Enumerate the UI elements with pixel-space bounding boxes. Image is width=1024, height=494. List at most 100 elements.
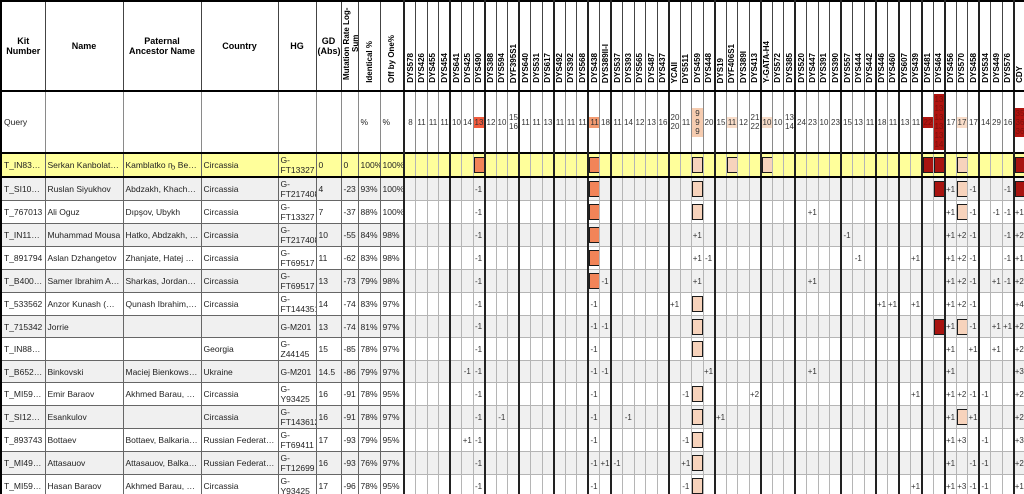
- marker-header-DYS557[interactable]: DYS557: [840, 0, 853, 92]
- marker-header-DYS481[interactable]: DYS481: [920, 0, 934, 92]
- kit-row-T_SI12203[interactable]: T_SI12203 Esankulov Circassia G-FT143612 16-…: [0, 405, 1024, 429]
- marker-header-DYS490[interactable]: DYS490: [472, 0, 485, 92]
- marker-header-DYS464[interactable]: DYS464: [932, 0, 945, 92]
- marker-cell-DYS568: [576, 382, 589, 406]
- identical-pct-cell: 88%: [357, 200, 381, 224]
- kit-row-T_B40027[interactable]: T_B40027 Samer Ibrahim AL S... Sharkas, Jo…: [0, 269, 1024, 293]
- marker-header-DYS565[interactable]: DYS565: [633, 0, 646, 92]
- marker-header-DYS388[interactable]: DYS388: [483, 0, 497, 92]
- marker-header-DYS385[interactable]: DYS385: [783, 0, 796, 92]
- marker-cell-DYS446: [874, 246, 888, 270]
- column-header-off[interactable]: Off by One%: [379, 0, 405, 92]
- marker-header-DYS449[interactable]: DYS449: [990, 0, 1003, 92]
- rare-value-box: [692, 204, 703, 220]
- kit-row-T_893743[interactable]: T_893743 Bottaev Bottaev, Balkaria (B... Ru…: [0, 428, 1024, 452]
- marker-cell-DYS391: [817, 382, 830, 406]
- column-header-mut[interactable]: Mutation Rate Log-Sum: [340, 0, 359, 92]
- marker-header-DYS413[interactable]: DYS413: [748, 0, 761, 92]
- marker-header-Y-GATA-H4[interactable]: Y-GATA-H4: [759, 0, 773, 92]
- query-value-highlighted: 11: [589, 116, 599, 128]
- kit-row-T_MI49735[interactable]: T_MI49735 Attasauov Attasauov, Balkaria ..…: [0, 451, 1024, 475]
- marker-header-DYS640[interactable]: DYS640: [518, 0, 531, 92]
- marker-header-DYF406S1[interactable]: DYF406S1: [725, 0, 738, 92]
- marker-cell-DYS487: [645, 176, 658, 201]
- marker-header-DYS448[interactable]: DYS448: [702, 0, 715, 92]
- marker-header-DYS594[interactable]: DYS594: [495, 0, 508, 92]
- column-header-anc[interactable]: Paternal Ancestor Name: [122, 0, 202, 92]
- marker-header-DYS568[interactable]: DYS568: [576, 0, 589, 92]
- column-header-kit[interactable]: Kit Number: [0, 0, 46, 92]
- marker-header-DYS617[interactable]: DYS617: [541, 0, 554, 92]
- marker-header-DYS389II-I[interactable]: DYS389II-I: [599, 0, 612, 92]
- marker-header-DYS444[interactable]: DYS444: [852, 0, 865, 92]
- marker-header-DYS426[interactable]: DYS426: [415, 0, 428, 92]
- marker-cell-DYS19: [713, 292, 727, 316]
- marker-header-DYS393[interactable]: DYS393: [622, 0, 635, 92]
- marker-header-DYS570[interactable]: DYS570: [955, 0, 968, 92]
- kit-row-T_MI59475[interactable]: T_MI59475 Emir Baraov Akhmed Barau, 183...…: [0, 382, 1024, 406]
- kit-row-T_SI10688[interactable]: T_SI10688 Ruslan Siyukhov Abdzakh, Khachem…: [0, 176, 1024, 201]
- marker-header-DYS446[interactable]: DYS446: [874, 0, 888, 92]
- marker-header-DYS576[interactable]: DYS576: [1001, 0, 1014, 92]
- column-header-country[interactable]: Country: [200, 0, 279, 92]
- marker-header-DYS392[interactable]: DYS392: [564, 0, 577, 92]
- marker-header-DYS454[interactable]: DYS454: [438, 0, 451, 92]
- marker-header-DYS460[interactable]: DYS460: [886, 0, 899, 92]
- marker-header-DYS487[interactable]: DYS487: [645, 0, 658, 92]
- kit-row-T_767013[interactable]: T_767013 Ali Oguz Dıpşov, Ubykh Circassia G-…: [0, 200, 1024, 224]
- marker-header-CDY[interactable]: CDY: [1012, 0, 1024, 92]
- marker-cell-DYF406S1: [725, 451, 738, 475]
- marker-header-DYS459[interactable]: DYS459: [691, 0, 704, 92]
- off-by-one-pct-cell: 98%: [379, 269, 405, 293]
- marker-header-DYS520[interactable]: DYS520: [794, 0, 807, 92]
- column-header-name[interactable]: Name: [44, 0, 124, 92]
- marker-header-DYS19[interactable]: DYS19: [713, 0, 727, 92]
- kit-row-T_533562[interactable]: T_533562 Anzor Kunash (Qun... Qunash Ibrah…: [0, 292, 1024, 316]
- marker-header-DYS458[interactable]: DYS458: [967, 0, 980, 92]
- marker-header-DYS572[interactable]: DYS572: [771, 0, 784, 92]
- marker-header-DYS391[interactable]: DYS391: [817, 0, 830, 92]
- kit-row-T_IN88163[interactable]: T_IN88163 Georgia G-Z44145 15 -85 78% 97% -1 -1 +…: [0, 337, 1024, 361]
- marker-header-DYS442[interactable]: DYS442: [863, 0, 876, 92]
- marker-header-YCAII[interactable]: YCAII: [667, 0, 681, 92]
- marker-header-DYS447[interactable]: DYS447: [806, 0, 819, 92]
- marker-cell-DYF406S1: [725, 474, 738, 494]
- marker-header-DYS511[interactable]: DYS511: [679, 0, 692, 92]
- kit-row-T_IN11609[interactable]: T_IN11609 Muhammad Mousa Hatko, Abdzakh, S…: [0, 223, 1024, 247]
- marker-cell-DYS393: [622, 315, 635, 338]
- marker-header-label: DYS572: [773, 53, 783, 83]
- kit-row-T_891794[interactable]: T_891794 Aslan Dzhangetov Zhanjate, Hatej …: [0, 246, 1024, 270]
- marker-header-DYS389I[interactable]: DYS389I: [737, 0, 750, 92]
- marker-header-DYS607[interactable]: DYS607: [897, 0, 911, 92]
- marker-header-DYS425[interactable]: DYS425: [461, 0, 474, 92]
- marker-header-DYS437[interactable]: DYS437: [656, 0, 669, 92]
- marker-header-DYS456[interactable]: DYS456: [943, 0, 957, 92]
- marker-header-DYS534[interactable]: DYS534: [978, 0, 991, 92]
- marker-header-DYS578[interactable]: DYS578: [403, 0, 416, 92]
- rare-value-box: [956, 181, 967, 197]
- kit-row-T_MI59476[interactable]: T_MI59476 Hasan Baraov Akhmed Barau, 183..…: [0, 474, 1024, 494]
- query-value-DYS492: 11: [552, 90, 566, 154]
- marker-cell-DYS607: [897, 451, 911, 475]
- marker-header-DYS439[interactable]: DYS439: [909, 0, 922, 92]
- marker-header-DYF395S1[interactable]: DYF395S1: [507, 0, 520, 92]
- marker-header-DYS537[interactable]: DYS537: [610, 0, 623, 92]
- marker-header-DYS641[interactable]: DYS641: [449, 0, 462, 92]
- column-header-gd[interactable]: GD (Abs): [315, 0, 342, 92]
- marker-header-DYS455[interactable]: DYS455: [426, 0, 439, 92]
- marker-header-DYS492[interactable]: DYS492: [552, 0, 566, 92]
- marker-header-DYS390[interactable]: DYS390: [829, 0, 842, 92]
- kit-row-T_B652221[interactable]: T_B652221 Binkovski Maciej Bienkowski ... U…: [0, 360, 1024, 383]
- marker-header-DYS438[interactable]: DYS438: [587, 0, 600, 92]
- marker-header-DYS531[interactable]: DYS531: [530, 0, 543, 92]
- column-header-ident[interactable]: Identical %: [357, 0, 381, 92]
- query-value: 10: [497, 117, 507, 127]
- marker-cell-DYS442: [863, 337, 876, 361]
- marker-cell-DYS534: [978, 246, 991, 270]
- kit-row-T_IN83189[interactable]: T_IN83189 Serkan Kanbolat Be... Kamblatko …: [0, 152, 1024, 178]
- kit-row-T_715342[interactable]: T_715342 Jorrie G-M201 13 -74 81% 97% -1 -1 -1 +1-…: [0, 315, 1024, 338]
- marker-cell-DYS413: [748, 337, 761, 361]
- column-header-hg[interactable]: HG: [277, 0, 317, 92]
- name-cell: Anzor Kunash (Qun...: [44, 292, 124, 316]
- marker-cell-DYS557: [840, 474, 853, 494]
